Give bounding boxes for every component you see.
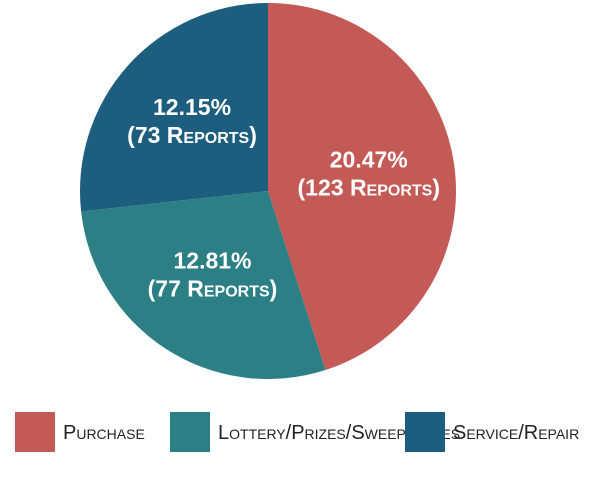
- report-label: (77 Reports): [148, 276, 278, 302]
- pie-slice: [80, 3, 269, 212]
- legend-item: Lottery/Prizes/Sweepstakes: [170, 412, 461, 452]
- legend-label: Service/Repair: [453, 422, 580, 444]
- pie-slice: [268, 3, 456, 371]
- legend-label: Lottery/Prizes/Sweepstakes: [218, 422, 461, 444]
- legend: Purchase Lottery/Prizes/Sweepstakes Servic…: [0, 412, 592, 480]
- legend-swatch: [405, 412, 445, 452]
- legend-label: Purchase: [63, 422, 145, 444]
- report-label: (123 Reports): [298, 174, 440, 200]
- value-label: 20.47%: [330, 146, 408, 172]
- report-label: (73 Reports): [127, 122, 257, 148]
- legend-item: Service/Repair: [405, 412, 592, 452]
- value-label: 12.81%: [173, 248, 251, 274]
- legend-item: Purchase: [15, 412, 203, 452]
- chart: 20.47%(123 Reports) 12.81%(77 Reports) 12.…: [80, 3, 456, 379]
- pie-slice: [81, 191, 326, 379]
- value-label: 12.15%: [153, 94, 231, 120]
- legend-swatch: [170, 412, 210, 452]
- legend-swatch: [15, 412, 55, 452]
